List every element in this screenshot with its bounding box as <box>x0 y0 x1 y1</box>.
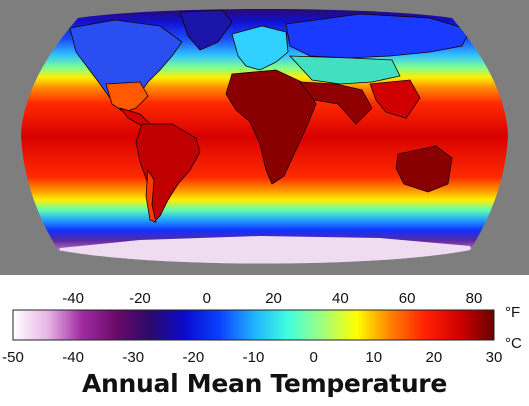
greenland <box>179 9 233 51</box>
fahrenheit-tick-label: 60 <box>399 290 416 307</box>
celsius-tick-label: -20 <box>183 349 205 366</box>
fahrenheit-unit: °F <box>505 304 520 321</box>
fahrenheit-tick-label: 40 <box>332 290 349 307</box>
fahrenheit-tick-label: 20 <box>265 290 282 307</box>
arabia-india <box>299 81 373 125</box>
celsius-tick-label: 20 <box>426 349 443 366</box>
fahrenheit-ticks: -40 -20 0 20 40 60 80 <box>62 290 482 307</box>
celsius-tick-label: -30 <box>122 349 144 366</box>
australia <box>395 145 453 193</box>
celsius-tick-label: 0 <box>309 349 317 366</box>
fahrenheit-tick-label: -20 <box>129 290 151 307</box>
asia-north <box>285 13 471 59</box>
landmasses <box>50 9 480 264</box>
celsius-tick-label: -40 <box>62 349 84 366</box>
celsius-ticks: -50 -40 -30 -20 -10 0 10 20 30 <box>2 349 502 366</box>
colorbar: -40 -20 0 20 40 60 80 -50 -40 -30 -20 -10 0 10 20 30 °… <box>2 290 522 366</box>
legend-panel: -40 -20 0 20 40 60 80 -50 -40 -30 -20 -10 0 10 20 30 °… <box>0 275 529 406</box>
celsius-tick-label: -50 <box>2 349 24 366</box>
fahrenheit-tick-label: 80 <box>466 290 483 307</box>
north-america-south <box>105 81 149 113</box>
world-temperature-map <box>21 9 508 264</box>
colorbar-gradient <box>12 309 495 341</box>
andes <box>145 168 157 223</box>
fahrenheit-tick-label: -40 <box>62 290 84 307</box>
map-panel <box>0 0 529 275</box>
celsius-unit: °C <box>505 335 522 352</box>
celsius-tick-label: -10 <box>243 349 265 366</box>
fahrenheit-tick-label: 0 <box>203 290 211 307</box>
asia-central <box>289 55 401 85</box>
europe <box>231 25 289 71</box>
map-title: Annual Mean Temperature <box>81 369 447 398</box>
celsius-tick-label: 30 <box>486 349 503 366</box>
southeast-asia <box>369 79 421 119</box>
celsius-tick-label: 10 <box>365 349 382 366</box>
